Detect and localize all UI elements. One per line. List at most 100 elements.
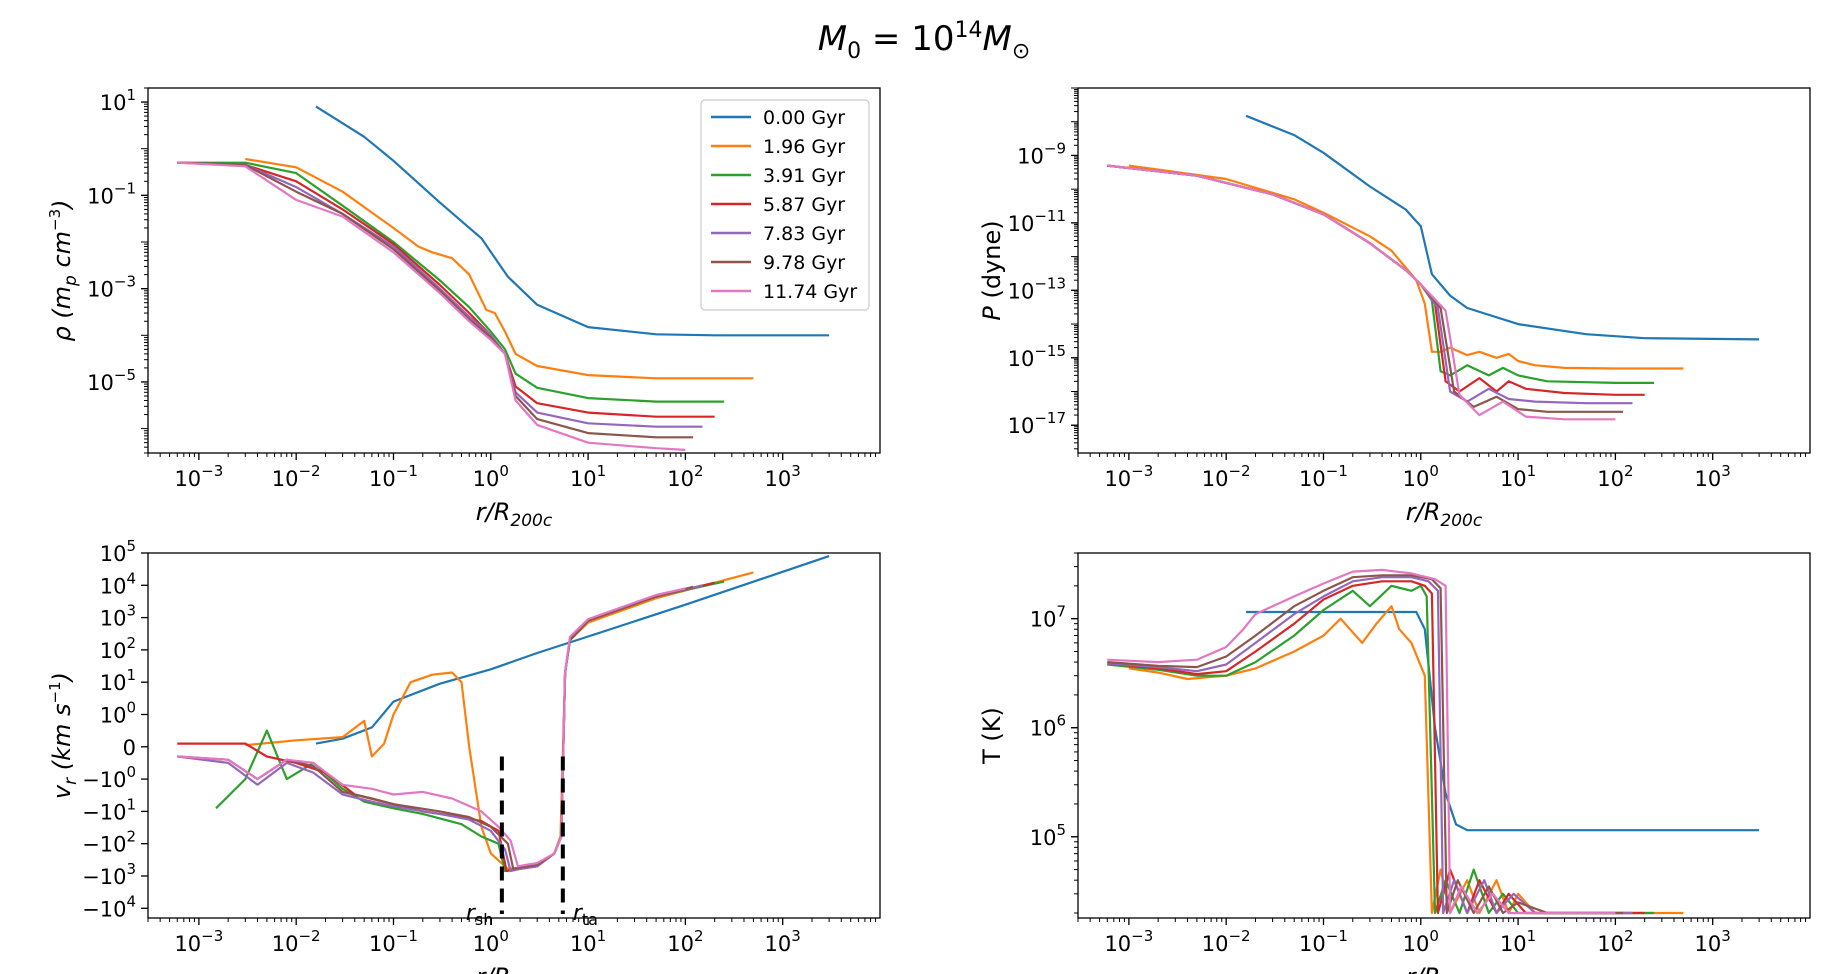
pressure-y-tick-label: 10−15 — [1008, 342, 1066, 371]
density-y-tick-label: 101 — [100, 86, 136, 115]
velocity-y-tick-label: −102 — [82, 828, 136, 857]
velocity-y-tick-label: 104 — [100, 569, 136, 598]
pressure-line-196 — [1128, 164, 1684, 370]
temperature-x-tick-label: 103 — [1695, 927, 1731, 956]
legend-label: 9.78 Gyr — [763, 252, 845, 274]
density-x-tick-label: 10−2 — [272, 462, 321, 491]
temperature-x-tick-label: 10−1 — [1299, 927, 1348, 956]
velocity-y-tick-label: 101 — [100, 666, 136, 695]
temperature-y-tick-label: 107 — [1030, 603, 1066, 632]
density-series — [177, 105, 830, 451]
velocity-line-391 — [215, 580, 725, 873]
legend-label: 11.74 Gyr — [763, 281, 857, 303]
temperature-line-391 — [1107, 584, 1655, 915]
density-y-tick-label: 10−5 — [87, 366, 136, 395]
velocity-y-tick-label: −100 — [82, 763, 136, 792]
pressure-y-tick-label: 10−17 — [1008, 409, 1066, 438]
density-y-label: ρ (mp cm−3) — [46, 199, 81, 341]
legend: 0.00 Gyr 1.96 Gyr 3.91 Gyr 5.87 Gyr 7.83 Gyr… — [700, 99, 870, 311]
velocity-x-tick-label: 101 — [570, 927, 606, 956]
density-line-196 — [245, 157, 754, 380]
r-ta-label: rta — [573, 901, 598, 929]
velocity-line-1174 — [177, 587, 686, 868]
temperature-x-tick-label: 10−2 — [1202, 927, 1251, 956]
density-x-tick-label: 103 — [765, 462, 801, 491]
velocity-line-000 — [315, 555, 830, 745]
pressure-line-1174 — [1107, 164, 1616, 421]
velocity-line-196 — [245, 571, 754, 870]
density-line-391 — [177, 161, 725, 403]
velocity-x-tick-label: 103 — [765, 927, 801, 956]
pressure-y-label: P (dyne) — [978, 220, 1006, 320]
density-x-tick-label: 100 — [473, 462, 509, 491]
legend-label: 7.83 Gyr — [763, 223, 845, 245]
velocity-y-tick-label: −104 — [82, 892, 136, 921]
pressure-x-tick-label: 102 — [1597, 462, 1633, 491]
density-axes-frame — [147, 87, 881, 454]
velocity-line-978 — [177, 585, 694, 870]
radius-annotations: rsh rta — [466, 756, 598, 929]
density-y-tick-label: 10−3 — [87, 273, 136, 302]
pressure-axes-frame — [1077, 87, 1811, 454]
density-line-783 — [177, 161, 703, 428]
pressure-y-tick-label: 10−13 — [1008, 274, 1066, 303]
velocity-x-tick-label: 102 — [667, 927, 703, 956]
density-line-000 — [315, 105, 830, 337]
pressure-series — [1107, 114, 1760, 421]
pressure-panel: 10−3 10−2 10−1 100 101 102 103 10−17 10−15 10−13 1… — [978, 87, 1811, 531]
velocity-y-tick-label: 105 — [100, 537, 136, 566]
velocity-y-tick-label: 103 — [100, 602, 136, 631]
temperature-line-000 — [1246, 610, 1760, 832]
temperature-x-tick-label: 100 — [1403, 927, 1439, 956]
density-x-tick-label: 10−1 — [369, 462, 418, 491]
velocity-x-tick-label: 10−3 — [174, 927, 223, 956]
density-line-978 — [177, 161, 694, 439]
pressure-line-978 — [1107, 164, 1624, 413]
legend-label: 3.91 Gyr — [763, 165, 845, 187]
velocity-y-tick-label: 0 — [123, 736, 136, 760]
velocity-x-tick-label: 100 — [473, 927, 509, 956]
temperature-series — [1107, 568, 1760, 915]
pressure-x-tick-label: 10−3 — [1104, 462, 1153, 491]
pressure-line-587 — [1107, 164, 1645, 396]
temperature-line-1174 — [1107, 568, 1616, 915]
pressure-line-391 — [1107, 164, 1655, 384]
density-x-tick-label: 101 — [570, 462, 606, 491]
density-y-tick-label: 10−1 — [87, 179, 136, 208]
legend-label: 5.87 Gyr — [763, 194, 845, 216]
pressure-x-tick-label: 10−2 — [1202, 462, 1251, 491]
pressure-line-000 — [1245, 114, 1760, 341]
legend-label: 0.00 Gyr — [763, 107, 845, 129]
density-x-label: r/R200c — [476, 498, 553, 531]
density-x-tick-label: 102 — [667, 462, 703, 491]
velocity-axes-frame — [147, 552, 881, 919]
temperature-panel: 10−3 10−2 10−1 100 101 102 103 105 106 107 r/R200c… — [978, 552, 1811, 974]
velocity-line-783 — [177, 584, 703, 873]
temperature-y-tick-label: 105 — [1030, 821, 1066, 850]
velocity-panel: 10−3 10−2 10−1 100 101 102 103 −104 −103 −102 −101… — [46, 537, 881, 974]
temperature-line-783 — [1107, 576, 1633, 915]
velocity-x-tick-label: 10−1 — [369, 927, 418, 956]
density-panel: 10−3 10−2 10−1 100 101 102 103 10−5 10−3 10−1 101 r… — [46, 86, 881, 531]
pressure-x-tick-label: 100 — [1403, 462, 1439, 491]
pressure-x-tick-label: 101 — [1500, 462, 1536, 491]
velocity-y-tick-label: −103 — [82, 860, 136, 889]
density-x-tick-label: 10−3 — [174, 462, 223, 491]
temperature-x-tick-label: 102 — [1597, 927, 1633, 956]
velocity-series — [177, 555, 830, 873]
temperature-axes-frame — [1077, 552, 1811, 919]
velocity-line-587 — [177, 581, 715, 873]
r-sh-label: rsh — [466, 901, 494, 929]
temperature-y-tick-label: 106 — [1030, 712, 1066, 741]
temperature-y-label: T (K) — [978, 707, 1006, 765]
pressure-y-tick-label: 10−11 — [1008, 207, 1066, 236]
figure-title: M0 = 1014M⊙ — [818, 18, 1031, 64]
density-line-587 — [177, 161, 715, 418]
pressure-x-tick-label: 103 — [1695, 462, 1731, 491]
density-line-1174 — [177, 161, 686, 451]
velocity-x-tick-label: 10−2 — [272, 927, 321, 956]
legend-label: 1.96 Gyr — [763, 136, 845, 158]
legend-box — [700, 99, 870, 311]
velocity-y-tick-label: 100 — [100, 698, 136, 727]
